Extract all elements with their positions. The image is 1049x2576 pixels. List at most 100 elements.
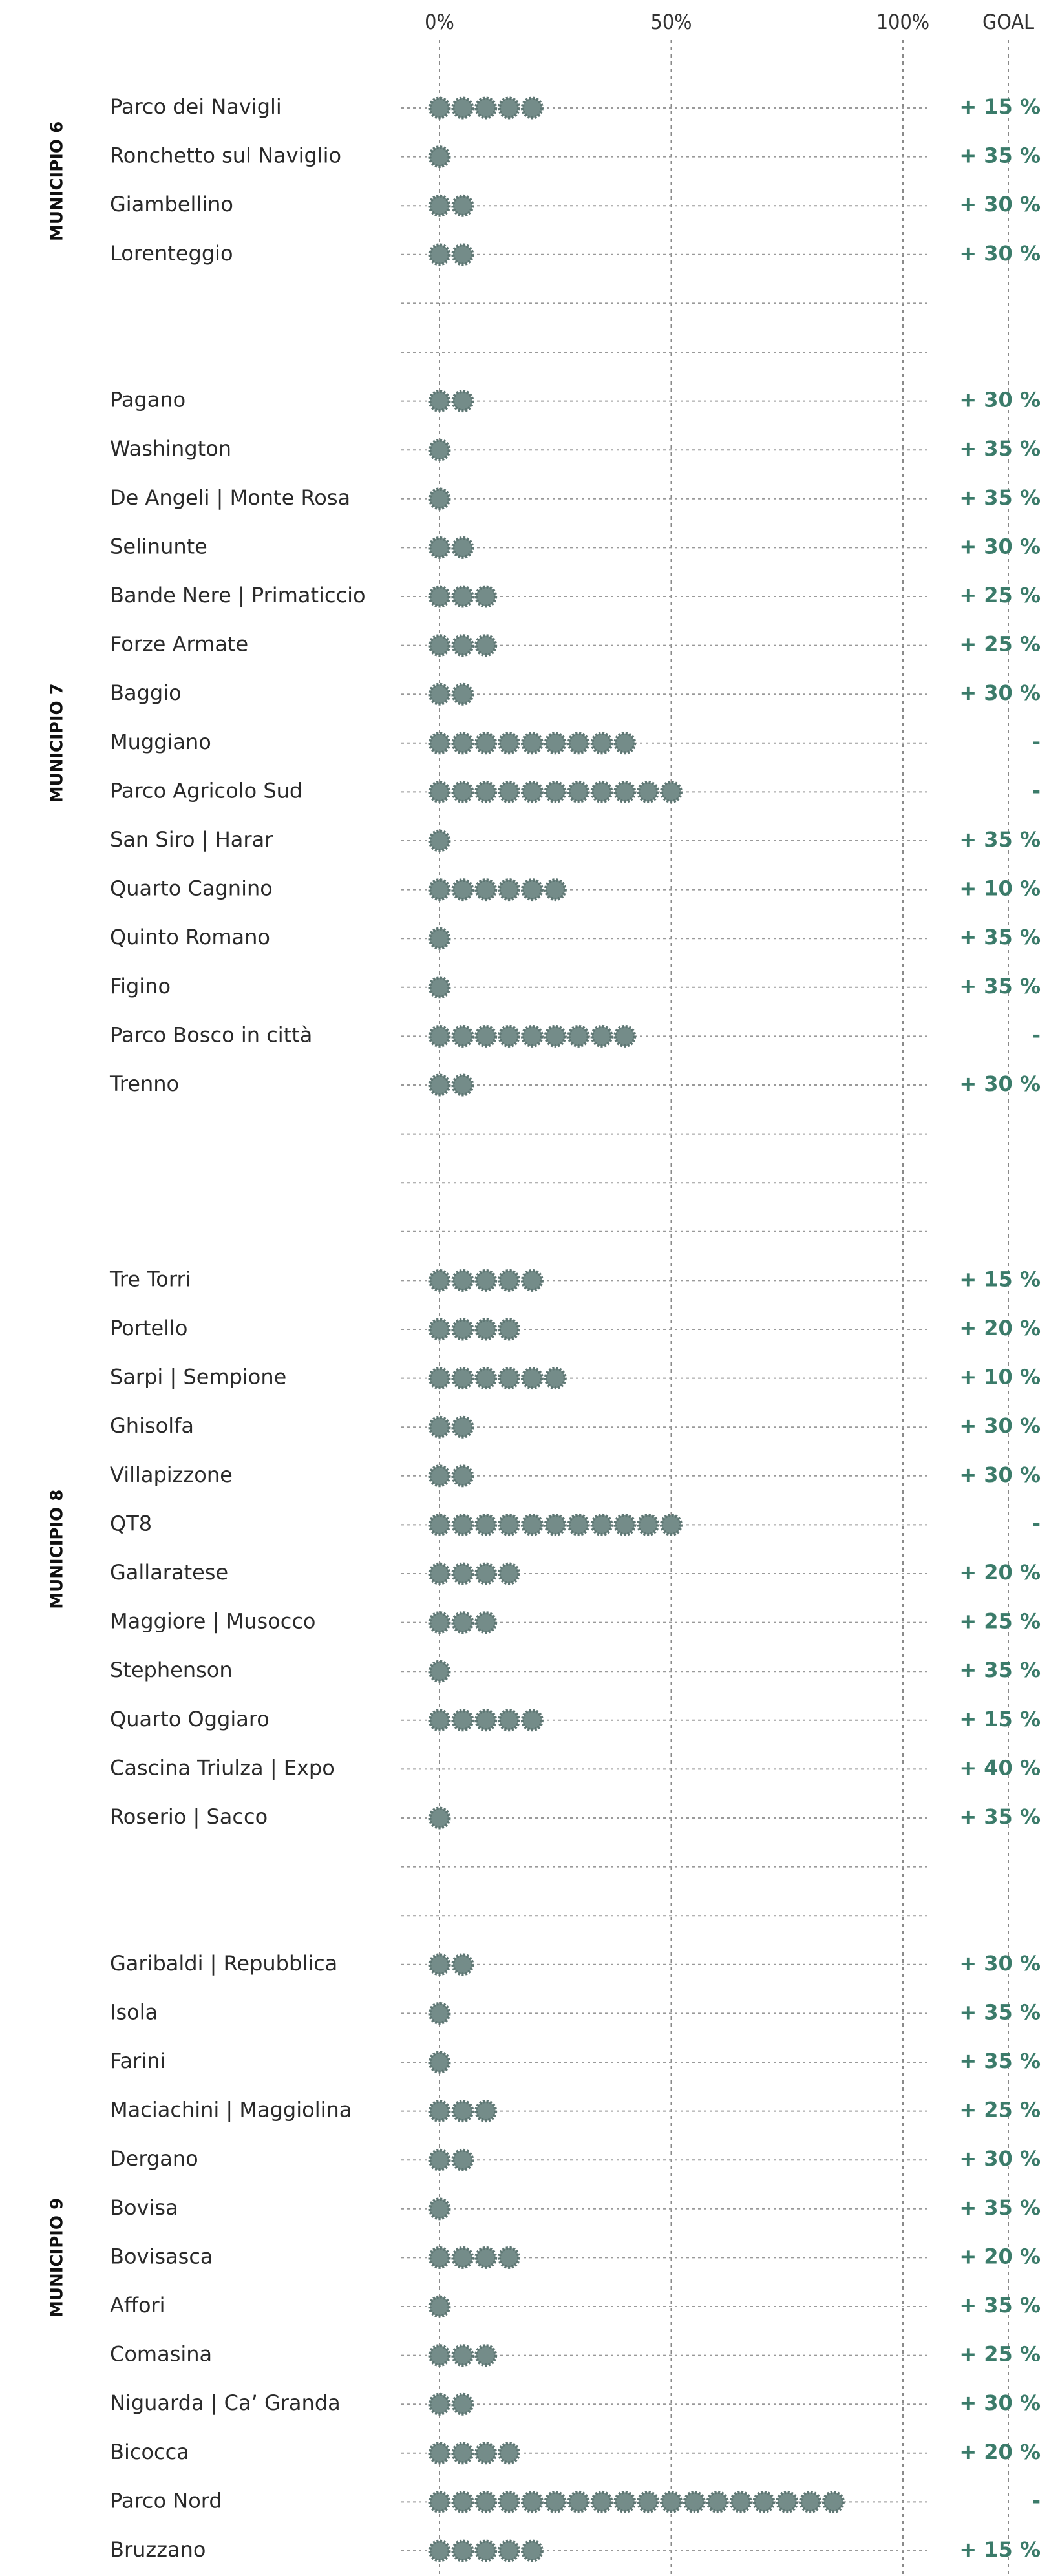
tree-icon (683, 2490, 706, 2513)
goal-label: + 35 % (959, 2195, 1041, 2220)
row-name: Cascina Triulza | Expo (110, 1755, 335, 1780)
tree-icon (428, 2100, 451, 2123)
goal-label: + 30 % (959, 388, 1041, 412)
tree-icon (474, 1709, 498, 1732)
tree-icon (428, 1318, 451, 1341)
tree-icon (474, 2442, 498, 2465)
tree-icon (474, 2539, 498, 2562)
goal-label: + 35 % (959, 974, 1041, 998)
tree-icon (474, 1611, 498, 1634)
row-name: Niguarda | Ca’ Granda (110, 2391, 341, 2415)
tree-icon (544, 878, 567, 902)
icon-bar (428, 2148, 474, 2171)
row-name: Bovisa (110, 2195, 178, 2220)
goal-label: + 25 % (959, 2342, 1041, 2367)
goal-label: + 35 % (959, 485, 1041, 510)
icon-bar (428, 438, 451, 461)
tree-icon (451, 2442, 474, 2465)
x-tick-label: 100% (876, 10, 929, 34)
row-name: De Angeli | Monte Rosa (110, 485, 350, 510)
tree-icon (498, 96, 521, 120)
tree-icon (474, 1562, 498, 1585)
tree-icon (428, 2148, 451, 2171)
tree-icon (752, 2490, 776, 2513)
tree-icon (706, 2490, 729, 2513)
row-name: Figino (110, 974, 171, 998)
goal-label: + 25 % (959, 632, 1041, 657)
goal-label: + 35 % (959, 143, 1041, 168)
group-label: MUNICIPIO 8 (48, 1490, 67, 1609)
row-name: Bruzzano (110, 2537, 206, 2562)
icon-bar (428, 390, 474, 413)
goal-label: + 25 % (959, 2098, 1041, 2122)
tree-icon (451, 2490, 474, 2513)
tree-icon (428, 634, 451, 657)
tree-icon (590, 732, 613, 755)
icon-bar (428, 2197, 451, 2221)
goal-label: + 35 % (959, 2293, 1041, 2317)
tree-icon (776, 2490, 799, 2513)
row-name: Farini (110, 2049, 165, 2073)
tree-icon (474, 1318, 498, 1341)
tree-icon (474, 1024, 498, 1048)
tree-icon (428, 2197, 451, 2221)
tree-icon (451, 1073, 474, 1097)
tree-icon (613, 1024, 637, 1048)
tree-icon (428, 1611, 451, 1634)
tree-icon (498, 2246, 521, 2269)
icon-bar (428, 634, 498, 657)
tree-icon (590, 1513, 613, 1536)
icon-bar (428, 732, 637, 755)
tree-icon (428, 829, 451, 852)
tree-icon (590, 1024, 613, 1048)
goal-label: + 40 % (959, 1755, 1041, 1780)
tree-icon (428, 878, 451, 902)
row-name: Villapizzone (110, 1462, 233, 1487)
goal-label: + 15 % (959, 1267, 1041, 1291)
tree-icon (428, 2490, 451, 2513)
goal-label: + 35 % (959, 1804, 1041, 1829)
row-name: Trenno (109, 1072, 179, 1096)
row-name: Giambellino (110, 192, 233, 216)
tree-icon (428, 194, 451, 217)
tree-icon (428, 1073, 451, 1097)
tree-icon (428, 1513, 451, 1536)
tree-icon (451, 1415, 474, 1439)
tree-icon (498, 780, 521, 803)
row-name: Pagano (110, 388, 185, 412)
goal-label: + 30 % (959, 192, 1041, 216)
tree-icon (544, 2490, 567, 2513)
tree-icon (451, 2148, 474, 2171)
icon-bar (428, 536, 474, 559)
icon-bar (428, 1024, 637, 1048)
tree-icon (451, 243, 474, 266)
icon-bar (428, 1953, 474, 1976)
icon-bar (428, 2051, 451, 2074)
tree-icon (474, 585, 498, 608)
tree-icon (451, 2392, 474, 2416)
tree-icon (520, 780, 544, 803)
goal-label: + 35 % (959, 2000, 1041, 2024)
goal-label: + 30 % (959, 2391, 1041, 2415)
row-name: Comasina (110, 2342, 212, 2367)
goal-label: + 35 % (959, 436, 1041, 461)
row-name: Ronchetto sul Naviglio (110, 143, 341, 168)
icon-bar (428, 1513, 683, 1536)
goal-label: + 20 % (959, 2244, 1041, 2268)
tree-icon (428, 1709, 451, 1732)
tree-icon (613, 1513, 637, 1536)
tree-icon (428, 1024, 451, 1048)
tree-icon (498, 1709, 521, 1732)
icon-bar (428, 1367, 567, 1390)
group-label: MUNICIPIO 6 (48, 121, 67, 241)
tree-icon (451, 585, 474, 608)
tree-icon (544, 1367, 567, 1390)
goal-label: + 15 % (959, 1707, 1041, 1731)
tree-icon (498, 1318, 521, 1341)
tree-icon (451, 1367, 474, 1390)
goal-label: + 20 % (959, 1560, 1041, 1585)
tree-icon (498, 878, 521, 902)
tree-icon (729, 2490, 752, 2513)
goal-label: + 15 % (959, 94, 1041, 119)
